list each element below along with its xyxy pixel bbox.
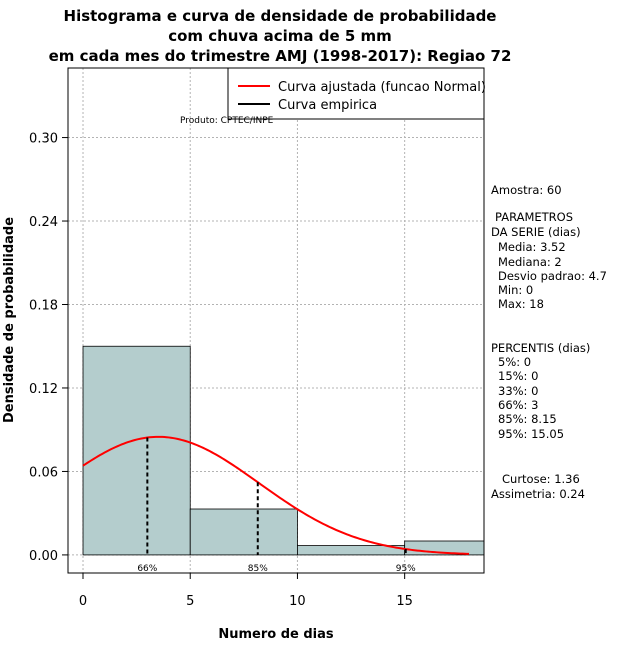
stat-min: Min: 0 <box>498 283 534 297</box>
chart-title-line-3: em cada mes do trimestre AMJ (1998-2017)… <box>48 47 512 65</box>
legend-fitted-label: Curva ajustada (funcao Normal) <box>278 80 486 95</box>
stat-mediana: Mediana: 2 <box>498 255 562 269</box>
stat-curtose: Curtose: 1.36 <box>502 472 580 486</box>
stat-p66: 66%: 3 <box>498 398 539 412</box>
chart-title-line-2: com chuva acima de 5 mm <box>168 27 392 45</box>
x-tick-label: 0 <box>79 594 87 609</box>
chart-title-line-1: Histograma e curva de densidade de proba… <box>63 7 497 25</box>
y-tick-label: 0.18 <box>29 299 58 314</box>
legend-empirical-label: Curva empirica <box>278 98 377 113</box>
x-tick-label: 5 <box>186 594 194 609</box>
axes-layer: 0 5 10 15 0.00 0.06 0.12 0.18 0.24 0.30 <box>29 132 413 609</box>
stat-p85: 85%: 8.15 <box>498 412 557 426</box>
y-tick-label: 0.12 <box>29 382 58 397</box>
histogram-bar-1 <box>82 345 191 556</box>
stat-max: Max: 18 <box>498 297 544 311</box>
legend-box <box>227 67 485 120</box>
x-tick-label: 15 <box>396 594 413 609</box>
histogram-bars <box>82 345 485 556</box>
histogram-bar-2 <box>189 508 298 556</box>
stat-amostra: Amostra: 60 <box>491 183 562 197</box>
y-tick-label: 0.06 <box>29 465 58 480</box>
stat-p95: 95%: 15.05 <box>498 427 565 441</box>
percentile-label-66: 66% <box>137 564 157 574</box>
stat-p15: 15%: 0 <box>498 369 539 383</box>
stat-media: Media: 3.52 <box>498 240 566 254</box>
x-axis-label: Numero de dias <box>218 627 334 642</box>
stat-desvio: Desvio padrao: 4.7 <box>498 269 607 283</box>
percentile-label-95: 95% <box>396 564 416 574</box>
y-tick-label: 0.30 <box>29 132 58 147</box>
stat-p33: 33%: 0 <box>498 384 539 398</box>
percentile-label-85: 85% <box>248 564 268 574</box>
stat-assimetria: Assimetria: 0.24 <box>491 487 585 501</box>
y-tick-label: 0.24 <box>29 215 58 230</box>
stat-params-title-2: DA SERIE (dias) <box>491 225 581 239</box>
y-tick-label: 0.00 <box>29 549 58 564</box>
y-axis-label: Densidade de probabilidade <box>2 217 17 423</box>
producer-label: Produto: CPTEC/INPE <box>180 116 274 126</box>
percentile-markers: 66% 85% 95% <box>137 437 416 574</box>
x-tick-label: 10 <box>289 594 306 609</box>
stat-p5: 5%: 0 <box>498 355 532 369</box>
stat-percentis-title: PERCENTIS (dias) <box>491 341 591 355</box>
stat-params-title-1: PARAMETROS <box>495 210 574 224</box>
legend: Curva ajustada (funcao Normal) Curva emp… <box>227 67 486 120</box>
